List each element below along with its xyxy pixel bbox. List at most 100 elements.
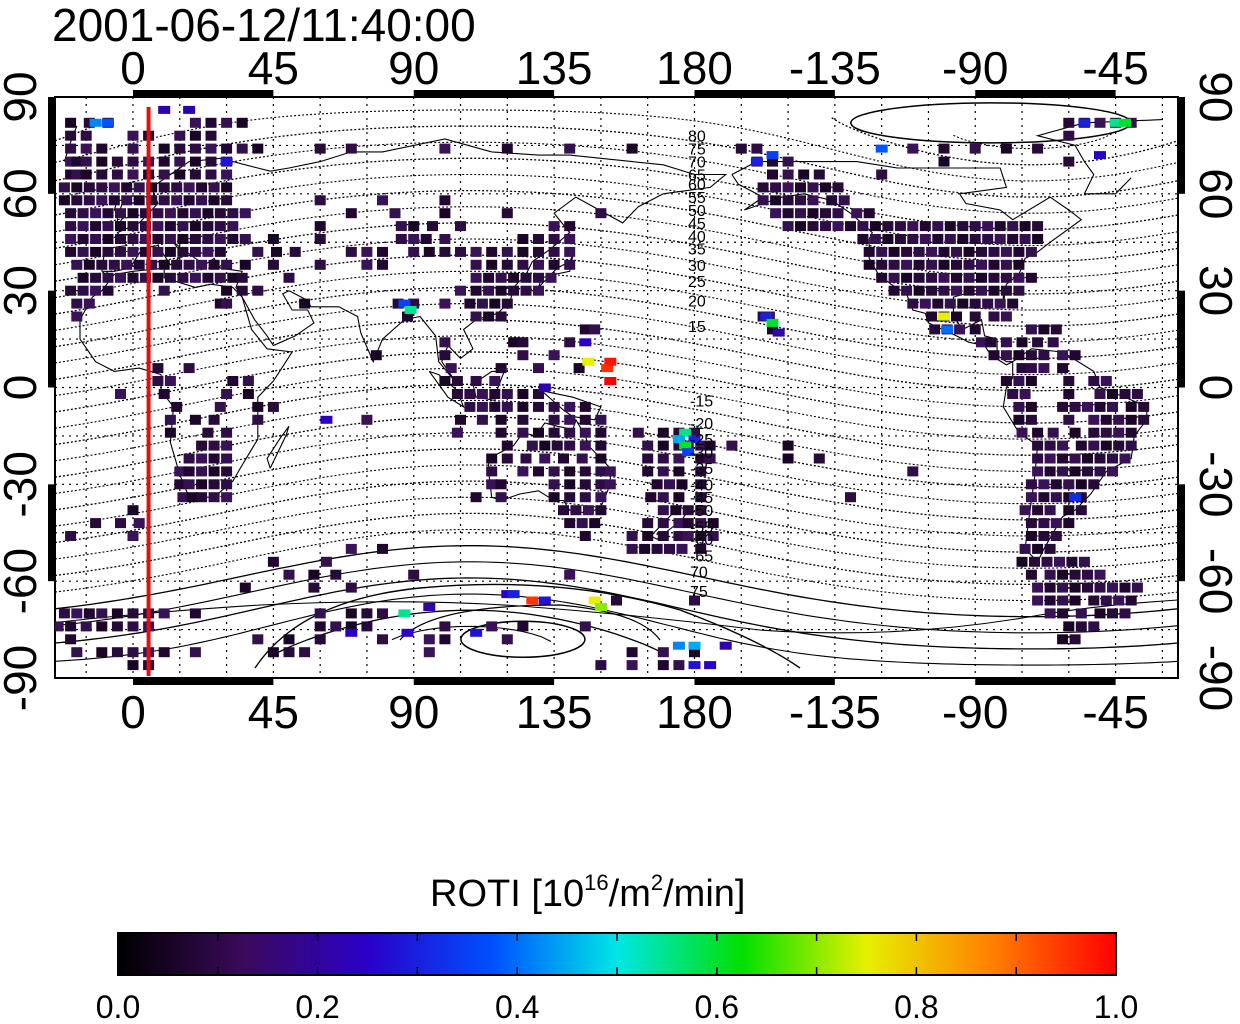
roti-cell (189, 414, 201, 425)
roti-cell (205, 156, 217, 167)
roti-cell (127, 608, 139, 619)
roti-cell-highlight (604, 357, 617, 366)
roti-cell-highlight (579, 338, 592, 347)
roti-cell (545, 272, 557, 283)
roti-cell (579, 479, 591, 490)
roti-cell (158, 285, 170, 296)
roti-cell (236, 272, 248, 283)
roti-cell (869, 221, 881, 232)
roti-cell (271, 246, 282, 257)
roti-cell (673, 440, 685, 451)
roti-cell (102, 285, 114, 296)
roti-cell (876, 246, 888, 257)
roti-cell (548, 466, 560, 477)
roti-cell (604, 466, 616, 477)
roti-cell (1025, 401, 1037, 412)
roti-cell (807, 182, 819, 193)
roti-cell (221, 466, 233, 477)
roti-cell (96, 195, 108, 206)
roti-cell (664, 543, 675, 554)
roti-cell (127, 246, 139, 257)
roti-cell (1107, 401, 1118, 412)
roti-cell (202, 234, 214, 244)
roti-cell (455, 285, 466, 296)
roti-cell (111, 621, 123, 632)
roti-cell (564, 259, 576, 270)
roti-cell (704, 453, 716, 464)
roti-cell (127, 221, 139, 232)
roti-cell (140, 234, 151, 244)
right-lat-tick-label: -60 (1190, 548, 1240, 614)
roti-cell (1100, 376, 1112, 386)
roti-cell (1057, 569, 1069, 580)
roti-cell (470, 272, 482, 283)
roti-cell (196, 453, 208, 464)
roti-cell (314, 195, 326, 206)
roti-cell (189, 234, 201, 244)
roti-cell (189, 272, 201, 283)
roti-cell (80, 156, 92, 167)
roti-cell (1047, 337, 1059, 348)
roti-cell (695, 531, 707, 541)
roti-cell (795, 195, 806, 206)
roti-cell (140, 208, 151, 219)
roti-cell (682, 505, 694, 516)
roti-cell (1063, 505, 1075, 516)
roti-cell (236, 285, 248, 296)
roti-cell (1088, 595, 1100, 606)
roti-cell (108, 195, 120, 206)
roti-cell (1000, 350, 1012, 361)
roti-cell (486, 466, 498, 477)
roti-cell (65, 221, 77, 232)
top-lon-tick-label: 0 (120, 42, 146, 94)
roti-cell (1044, 608, 1056, 619)
roti-cell (533, 389, 544, 399)
contour-label: 20 (688, 293, 706, 310)
roti-cell (408, 234, 420, 244)
roti-cell (189, 130, 201, 141)
roti-cell (486, 453, 498, 464)
roti-cell-highlight (719, 641, 732, 650)
roti-cell (982, 221, 994, 232)
roti-cell (345, 143, 357, 154)
roti-cell (1057, 466, 1069, 477)
roti-cell (501, 298, 513, 309)
roti-cell (1050, 324, 1062, 335)
contour-label: 50 (688, 203, 706, 220)
roti-cell (470, 259, 482, 270)
roti-cell (1066, 556, 1078, 567)
roti-cell (782, 208, 794, 219)
roti-cell (1019, 221, 1031, 232)
roti-cell-highlight (1094, 151, 1106, 160)
roti-cell (439, 337, 451, 348)
roti-cell (782, 195, 794, 206)
roti-cell (177, 272, 189, 283)
roti-cell (80, 169, 92, 180)
roti-cell (1094, 608, 1106, 619)
roti-cell-highlight (682, 448, 695, 457)
roti-cell (651, 479, 663, 490)
roti-cell (65, 621, 77, 632)
roti-cell (1019, 543, 1031, 554)
roti-cell (595, 660, 607, 671)
roti-cell (501, 208, 513, 219)
roti-cell (90, 221, 102, 232)
roti-cell (127, 208, 139, 219)
roti-cell-highlight (404, 306, 417, 314)
roti-cell (533, 246, 544, 257)
roti-cell (820, 208, 831, 219)
map-grid (55, 97, 1178, 678)
roti-cell (1016, 427, 1028, 438)
roti-cell (127, 647, 139, 658)
roti-cell (115, 272, 126, 283)
roti-cell (267, 647, 279, 658)
roti-cell (115, 208, 126, 219)
roti-cell (707, 531, 719, 541)
roti-cell (174, 156, 186, 167)
roti-cell (495, 492, 507, 503)
roti-cell (657, 453, 669, 464)
roti-cell (1044, 543, 1056, 554)
roti-cell (651, 543, 663, 554)
coastline (541, 390, 602, 421)
roti-cell (77, 272, 89, 283)
